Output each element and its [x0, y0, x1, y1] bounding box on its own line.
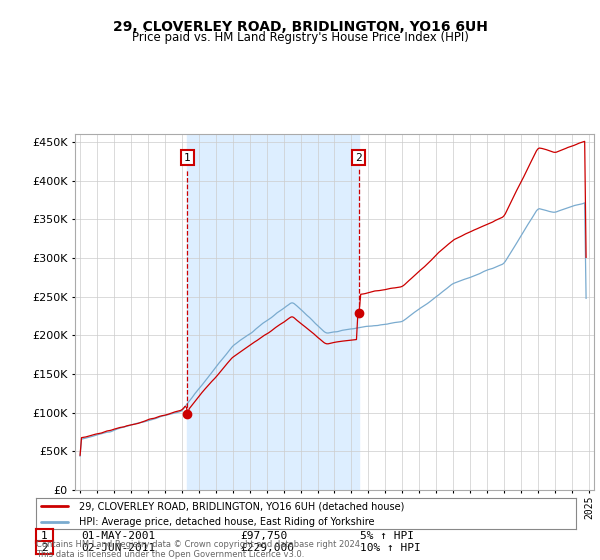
Text: HPI: Average price, detached house, East Riding of Yorkshire: HPI: Average price, detached house, East…: [79, 517, 374, 528]
Text: 2: 2: [41, 543, 48, 553]
Text: 01-MAY-2001: 01-MAY-2001: [81, 531, 155, 541]
Text: 29, CLOVERLEY ROAD, BRIDLINGTON, YO16 6UH: 29, CLOVERLEY ROAD, BRIDLINGTON, YO16 6U…: [113, 20, 487, 34]
Text: 1: 1: [41, 531, 48, 541]
Text: 29, CLOVERLEY ROAD, BRIDLINGTON, YO16 6UH (detached house): 29, CLOVERLEY ROAD, BRIDLINGTON, YO16 6U…: [79, 501, 404, 511]
Bar: [187, 134, 359, 490]
Text: 5% ↑ HPI: 5% ↑ HPI: [360, 531, 414, 541]
Text: 10% ↑ HPI: 10% ↑ HPI: [360, 543, 421, 553]
Text: Price paid vs. HM Land Registry's House Price Index (HPI): Price paid vs. HM Land Registry's House …: [131, 31, 469, 44]
Text: £229,000: £229,000: [240, 543, 294, 553]
Text: Contains HM Land Registry data © Crown copyright and database right 2024.
This d: Contains HM Land Registry data © Crown c…: [36, 540, 362, 559]
Text: £97,750: £97,750: [240, 531, 287, 541]
Text: 2: 2: [355, 152, 362, 162]
Text: 02-JUN-2011: 02-JUN-2011: [81, 543, 155, 553]
Text: 1: 1: [184, 152, 191, 162]
